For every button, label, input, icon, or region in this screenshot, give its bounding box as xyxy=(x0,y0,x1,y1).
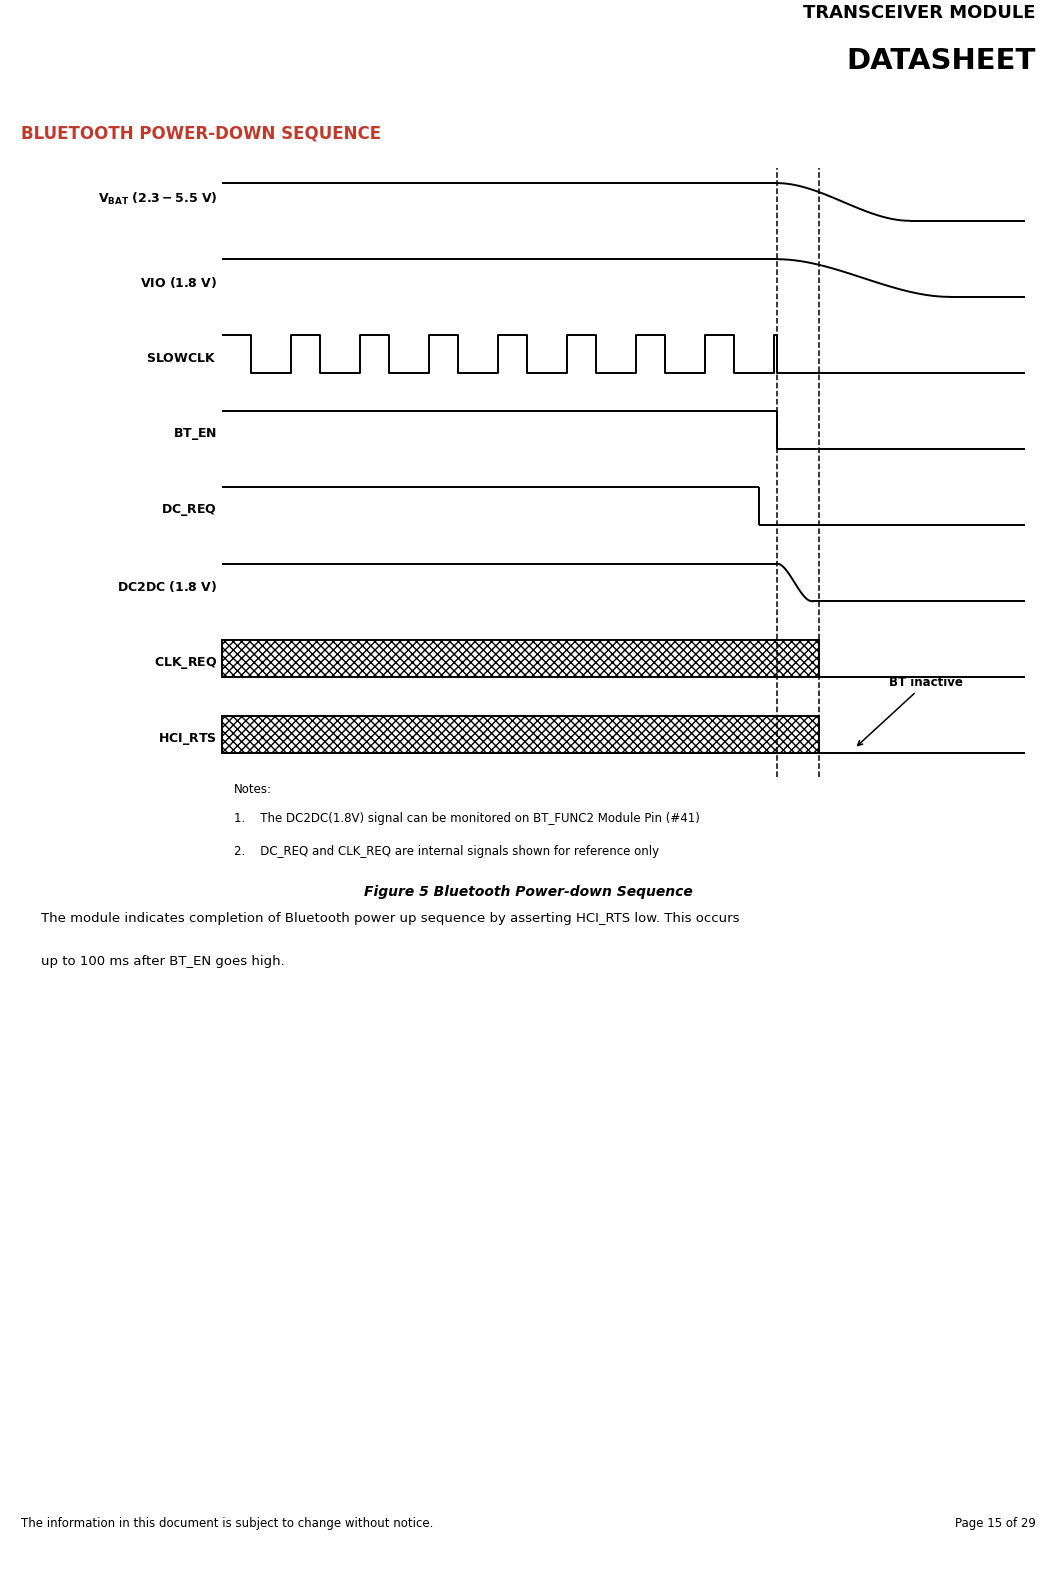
Bar xyxy=(222,640,819,678)
Text: $\mathbf{CLK\_REQ}$: $\mathbf{CLK\_REQ}$ xyxy=(153,654,217,670)
Text: BT inactive: BT inactive xyxy=(857,676,963,745)
Text: BLUETOOTH POWER-DOWN SEQUENCE: BLUETOOTH POWER-DOWN SEQUENCE xyxy=(21,124,382,143)
Text: $\mathbf{V_{BAT}}$$\mathbf{\ (2.3 - 5.5\ V)}$: $\mathbf{V_{BAT}}$$\mathbf{\ (2.3 - 5.5\… xyxy=(97,190,217,207)
Text: 2.    DC_REQ and CLK_REQ are internal signals shown for reference only: 2. DC_REQ and CLK_REQ are internal signa… xyxy=(235,844,660,858)
Text: $\mathbf{DC\_REQ}$: $\mathbf{DC\_REQ}$ xyxy=(161,502,217,518)
Text: Figure 5 Bluetooth Power-down Sequence: Figure 5 Bluetooth Power-down Sequence xyxy=(364,885,693,899)
Text: up to 100 ms after BT_EN goes high.: up to 100 ms after BT_EN goes high. xyxy=(41,956,285,968)
Text: Page 15 of 29: Page 15 of 29 xyxy=(954,1517,1036,1530)
Text: DATASHEET: DATASHEET xyxy=(847,47,1036,75)
Text: $\mathbf{HCI\_RTS}$: $\mathbf{HCI\_RTS}$ xyxy=(159,731,217,747)
Text: $\mathbf{VIO\ (1.8\ V)}$: $\mathbf{VIO\ (1.8\ V)}$ xyxy=(140,275,217,290)
Text: The information in this document is subject to change without notice.: The information in this document is subj… xyxy=(21,1517,433,1530)
Bar xyxy=(222,715,819,753)
Text: TRANSCEIVER MODULE: TRANSCEIVER MODULE xyxy=(803,5,1036,22)
Text: Notes:: Notes: xyxy=(235,783,273,795)
Text: 1.    The DC2DC(1.8V) signal can be monitored on BT_FUNC2 Module Pin (#41): 1. The DC2DC(1.8V) signal can be monitor… xyxy=(235,813,700,825)
Text: $\mathbf{DC2DC\ (1.8\ V)}$: $\mathbf{DC2DC\ (1.8\ V)}$ xyxy=(117,579,217,595)
Text: $\mathbf{BT\_EN}$: $\mathbf{BT\_EN}$ xyxy=(173,427,217,442)
Text: The module indicates completion of Bluetooth power up sequence by asserting HCI_: The module indicates completion of Bluet… xyxy=(41,912,740,924)
Text: $\mathbf{SLOWCLK}$: $\mathbf{SLOWCLK}$ xyxy=(147,351,217,364)
